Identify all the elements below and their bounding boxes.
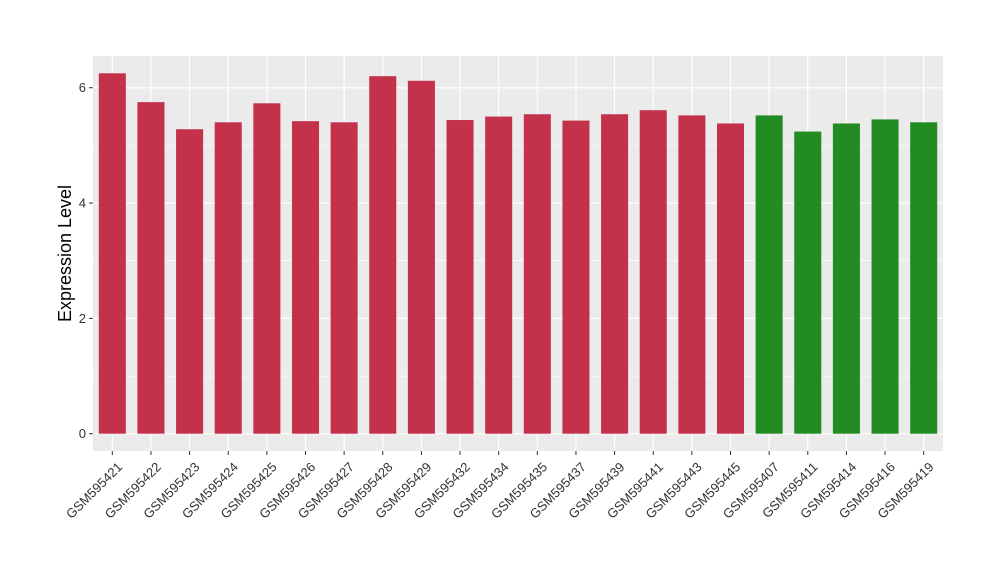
bar-GSM595425 <box>253 103 281 434</box>
y-tick-label: 4 <box>79 196 86 211</box>
bar-GSM595441 <box>639 110 667 434</box>
bar-GSM595429 <box>407 80 435 434</box>
bar-GSM595407 <box>755 115 783 434</box>
bar-GSM595437 <box>562 120 590 434</box>
y-tick-label: 2 <box>79 311 86 326</box>
bar-GSM595432 <box>446 120 474 434</box>
bar-GSM595427 <box>330 122 358 434</box>
bar-GSM595439 <box>601 114 629 434</box>
bar-GSM595419 <box>910 122 938 434</box>
y-axis-label: Expression Level <box>55 185 75 322</box>
bar-GSM595424 <box>214 122 242 434</box>
y-axis: 0 2 4 6 <box>79 80 93 441</box>
bar-GSM595443 <box>678 115 706 434</box>
bar-GSM595411 <box>794 131 822 434</box>
y-tick-label: 6 <box>79 80 86 95</box>
bars <box>98 73 938 434</box>
bar-GSM595416 <box>871 119 899 434</box>
bar-GSM595426 <box>291 121 320 434</box>
bar-GSM595445 <box>716 123 745 434</box>
bar-GSM595414 <box>832 123 860 434</box>
bar-GSM595428 <box>369 76 397 434</box>
x-axis: GSM595421GSM595422GSM595423GSM595424GSM5… <box>63 451 937 522</box>
bar-GSM595423 <box>176 129 204 434</box>
bar-GSM595434 <box>485 116 513 434</box>
bar-GSM595435 <box>523 114 551 434</box>
y-tick-label: 0 <box>79 426 86 441</box>
bar-GSM595421 <box>98 73 126 434</box>
bar-GSM595422 <box>137 102 165 434</box>
